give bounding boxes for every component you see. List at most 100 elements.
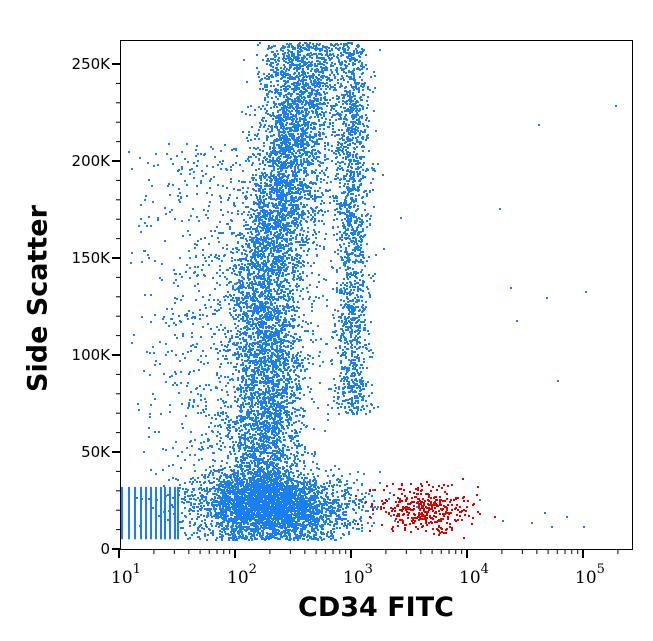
data-point	[263, 496, 265, 498]
data-point	[250, 307, 252, 309]
data-point	[204, 519, 206, 521]
data-point	[234, 273, 236, 275]
data-point	[357, 471, 359, 473]
data-point	[302, 538, 304, 540]
data-point	[311, 453, 313, 455]
data-point	[141, 498, 143, 500]
data-point	[250, 536, 252, 538]
data-point	[229, 496, 231, 498]
data-point	[235, 529, 237, 531]
data-point	[258, 220, 260, 222]
data-point	[258, 76, 260, 78]
data-point	[243, 249, 245, 251]
data-point	[303, 462, 305, 464]
data-point	[259, 518, 261, 520]
data-point	[227, 487, 229, 489]
data-point	[244, 470, 246, 472]
data-point	[301, 516, 303, 518]
data-point	[361, 483, 363, 485]
data-point	[332, 495, 334, 497]
data-point	[266, 535, 268, 537]
data-point	[270, 85, 272, 87]
data-point	[271, 484, 273, 486]
data-point	[293, 91, 295, 93]
data-point	[244, 457, 246, 459]
data-point	[165, 495, 167, 497]
data-point	[196, 518, 198, 520]
data-point	[233, 503, 235, 505]
data-point	[204, 481, 206, 483]
data-point	[212, 534, 214, 536]
data-point	[321, 506, 323, 508]
data-point	[337, 82, 339, 84]
data-point	[247, 497, 249, 499]
data-point	[184, 482, 186, 484]
data-point	[190, 478, 192, 480]
data-point	[267, 496, 269, 498]
data-point	[343, 534, 345, 536]
data-point	[214, 510, 216, 512]
data-point	[304, 477, 306, 479]
data-point	[317, 538, 319, 540]
data-point	[287, 494, 289, 496]
data-point	[230, 502, 232, 504]
data-point	[233, 202, 235, 204]
data-point	[266, 371, 268, 373]
data-point	[286, 510, 288, 512]
data-point	[272, 500, 274, 502]
data-point	[299, 537, 301, 539]
data-point	[236, 538, 238, 540]
data-point	[237, 522, 239, 524]
data-point	[194, 523, 196, 525]
data-point	[354, 502, 356, 504]
data-point	[304, 494, 306, 496]
data-point	[257, 526, 259, 528]
data-point	[242, 131, 244, 133]
data-point	[344, 493, 346, 495]
data-point	[292, 305, 294, 307]
data-point	[276, 537, 278, 539]
data-point	[256, 227, 258, 229]
data-point	[265, 55, 267, 57]
data-point	[336, 499, 338, 501]
data-point	[298, 164, 300, 166]
data-point	[283, 436, 285, 438]
data-point	[306, 45, 308, 47]
data-point	[288, 473, 290, 475]
data-point	[327, 102, 329, 104]
data-point	[265, 501, 267, 503]
data-point	[213, 515, 215, 517]
data-point	[332, 512, 334, 514]
data-point	[242, 502, 244, 504]
data-point	[282, 523, 284, 525]
data-point	[218, 484, 220, 486]
data-point	[328, 515, 330, 517]
data-point	[285, 70, 287, 72]
data-point	[230, 514, 232, 516]
data-point	[252, 162, 254, 164]
data-point	[327, 523, 329, 525]
data-point	[301, 362, 303, 364]
data-point	[277, 53, 279, 55]
data-point	[231, 511, 233, 513]
data-point	[372, 513, 374, 515]
data-point	[346, 525, 348, 527]
data-point	[250, 524, 252, 526]
data-point	[220, 481, 222, 483]
data-point	[225, 518, 227, 520]
data-point	[219, 536, 221, 538]
data-point	[237, 336, 239, 338]
data-point	[323, 533, 325, 535]
data-point	[260, 516, 262, 518]
data-point	[222, 185, 224, 187]
data-point	[336, 527, 338, 529]
data-point	[276, 529, 278, 531]
data-point	[234, 521, 236, 523]
data-point	[219, 516, 221, 518]
data-point	[273, 510, 275, 512]
data-point	[328, 536, 330, 538]
data-point	[290, 342, 292, 344]
data-point	[301, 477, 303, 479]
data-point	[188, 501, 190, 503]
data-point	[291, 518, 293, 520]
